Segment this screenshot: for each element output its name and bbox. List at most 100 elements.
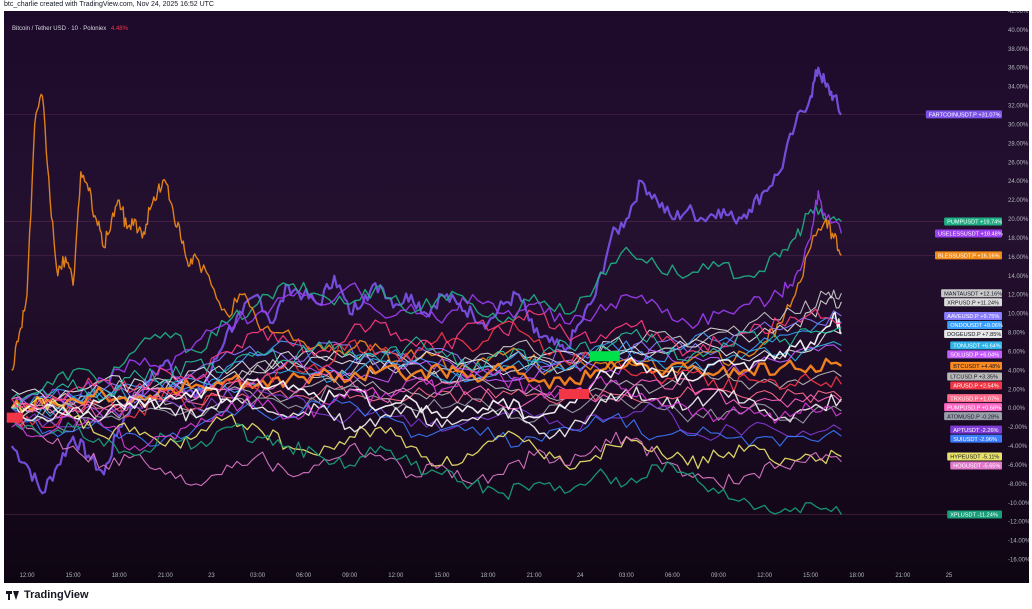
svg-text:XPLUSDT -11.24%: XPLUSDT -11.24%	[950, 513, 998, 519]
svg-text:FARTCOINUSDT.P +31.07%: FARTCOINUSDT.P +31.07%	[929, 113, 1001, 119]
y-tick-label: 24.00%	[1008, 179, 1029, 185]
y-tick-label: 18.00%	[1008, 236, 1029, 242]
y-tick-label: 20.00%	[1008, 217, 1029, 223]
series-label-suiusdt: SUIUSDT -2.96%	[950, 434, 1002, 443]
series-line-blessusdt-p	[11, 93, 842, 376]
y-tick-label: 32.00%	[1008, 104, 1029, 110]
series-label-blessusdt-p: BLESSUSDT.P +16.16%	[935, 251, 1002, 260]
y-tick-label: -2.00%	[1008, 425, 1028, 431]
y-tick-label: -4.00%	[1008, 444, 1028, 450]
svg-text:PUMPUSD.P +0.68%: PUMPUSD.P +0.68%	[947, 405, 1001, 411]
svg-text:DOGEUSD.P +7.85%: DOGEUSD.P +7.85%	[947, 332, 1001, 338]
series-line-magenta	[11, 368, 842, 452]
series-line-pumpusd-p	[11, 369, 842, 419]
series-line-pumpusdt	[11, 205, 842, 403]
series-label-xplusdt: XPLUSDT -11.24%	[947, 510, 1002, 519]
svg-text:APTUSDT -2.26%: APTUSDT -2.26%	[953, 428, 998, 434]
brand-name: TradingView	[24, 589, 89, 601]
x-tick-label: 24	[577, 573, 584, 579]
x-tick-label: 06:00	[296, 573, 312, 579]
series-label-btcusdt: BTCUSDT +4.48%	[950, 361, 1002, 370]
svg-text:ATOMUSD.P -0.28%: ATOMUSD.P -0.28%	[947, 414, 999, 420]
x-tick-label: 23	[208, 573, 215, 579]
x-tick-label: 03:00	[619, 573, 635, 579]
x-tick-label: 12:00	[757, 573, 773, 579]
svg-text:SOLUSD.P +6.04%: SOLUSD.P +6.04%	[950, 353, 999, 359]
y-tick-label: -10.00%	[1008, 501, 1029, 507]
svg-text:LTCUSD.P +3.35%: LTCUSD.P +3.35%	[950, 375, 998, 381]
series-line-white2	[11, 386, 842, 440]
svg-text:XRPUSD.P +11.24%: XRPUSD.P +11.24%	[947, 300, 999, 306]
symbol-title: Bitcoin / Tether USD · 10 · Poloniex 4.4…	[12, 26, 128, 32]
x-tick-label: 18:00	[849, 573, 865, 579]
chart-frame[interactable]: 42.00% 40.00% 38.00% 36.00% 34.00% 32.00% 30.0…	[4, 11, 1029, 583]
x-tick-label: 21:00	[527, 573, 543, 579]
y-tick-label: -12.00%	[1008, 520, 1029, 526]
y-tick-label: -16.00%	[1008, 558, 1029, 564]
svg-text:TRXUSD.P +1.07%: TRXUSD.P +1.07%	[950, 396, 999, 402]
x-tick-label: 12:00	[20, 573, 36, 579]
series-label-fartcoinusdt-p: FARTCOINUSDT.P +31.07%	[925, 110, 1002, 119]
y-tick-label: -14.00%	[1008, 539, 1029, 545]
series-label-xrpusd-p: XRPUSD.P +11.24%	[944, 298, 1002, 306]
chart-plot[interactable]: 42.00% 40.00% 38.00% 36.00% 34.00% 32.00% 30.0…	[4, 11, 1029, 583]
y-tick-label: -6.00%	[1008, 463, 1028, 469]
y-tick-label: 22.00%	[1008, 198, 1029, 204]
svg-text:HYPEUSDT -5.11%: HYPEUSDT -5.11%	[950, 455, 999, 461]
series-label-tonusdt: TONUSDT +6.64%	[950, 341, 1002, 350]
x-tick-label: 21:00	[895, 573, 911, 579]
signal-marker-down-1	[559, 389, 590, 400]
tradingview-logo-icon	[6, 590, 20, 600]
y-tick-label: 40.00%	[1008, 28, 1029, 34]
series-label-trxusd-p: TRXUSD.P +1.07%	[947, 394, 1002, 402]
brand-footer: TradingView	[6, 589, 89, 601]
symbol-change: 4.48%	[110, 26, 128, 32]
series-label-hypeusdt: HYPEUSDT -5.11%	[947, 452, 1002, 461]
svg-text:HOGUSDT -5.65%: HOGUSDT -5.65%	[953, 464, 1000, 470]
y-tick-label: 28.00%	[1008, 141, 1029, 147]
svg-text:TONUSDT +6.64%: TONUSDT +6.64%	[953, 344, 1001, 350]
x-tick-label: 03:00	[250, 573, 266, 579]
author-line: btc_charlie created with TradingView.com…	[4, 1, 214, 8]
series-label-arusd-p: ARUSD.P +2.54%	[950, 381, 1002, 390]
svg-text:BTCUSDT +4.48%: BTCUSDT +4.48%	[953, 364, 1000, 370]
y-tick-label: 26.00%	[1008, 160, 1029, 166]
signal-marker-down-0	[6, 412, 23, 423]
x-tick-label: 15:00	[803, 573, 819, 579]
y-tick-label: 38.00%	[1008, 47, 1029, 53]
y-tick-label: 42.00%	[1008, 11, 1029, 15]
y-tick-label: 36.00%	[1008, 66, 1029, 72]
y-tick-label: 10.00%	[1008, 312, 1029, 318]
series-line-teal2	[11, 327, 842, 409]
series-label-dogeusd-p: DOGEUSD.P +7.85%	[944, 330, 1002, 338]
svg-text:BLESSUSDT.P +16.16%: BLESSUSDT.P +16.16%	[938, 254, 1000, 260]
y-tick-label: 6.00%	[1008, 349, 1026, 355]
signal-marker-up-2	[589, 351, 620, 362]
series-label-atomusd-p: ATOMUSD.P -0.28%	[944, 412, 1002, 420]
y-tick-label: -8.00%	[1008, 482, 1028, 488]
series-line-atomusd-p	[11, 385, 842, 433]
svg-text:MANTAUSDT +12.16%: MANTAUSDT +12.16%	[944, 291, 1002, 297]
x-tick-label: 15:00	[434, 573, 450, 579]
series-label-solusd-p: SOLUSD.P +6.04%	[947, 350, 1002, 359]
series-label-pumpusd-p: PUMPUSD.P +0.68%	[944, 403, 1002, 411]
y-tick-label: 16.00%	[1008, 255, 1029, 261]
series-label-uselessusdt: USELESSUSDT +18.48%	[935, 229, 1003, 238]
svg-text:PUMPUSDT +19.74%: PUMPUSDT +19.74%	[947, 220, 1002, 226]
series-line-hogusdt	[11, 413, 842, 490]
series-line-white1	[11, 311, 842, 420]
svg-text:SUIUSDT -2.96%: SUIUSDT -2.96%	[953, 437, 997, 443]
series-line-hypeusdt	[11, 397, 842, 471]
y-tick-label: 0.00%	[1008, 406, 1026, 412]
svg-text:ARUSD.P +2.54%: ARUSD.P +2.54%	[953, 384, 998, 390]
y-tick-label: 8.00%	[1008, 331, 1026, 337]
series-line-pink2	[11, 308, 842, 409]
x-tick-label: 09:00	[711, 573, 727, 579]
svg-text:AAVEUSD.P +9.75%: AAVEUSD.P +9.75%	[947, 314, 999, 320]
series-label-aaveusd-p: AAVEUSD.P +9.75%	[944, 312, 1002, 320]
y-tick-label: 30.00%	[1008, 122, 1029, 128]
series-label-ltcusd-p: LTCUSD.P +3.35%	[947, 372, 1002, 381]
x-tick-label: 21:00	[158, 573, 174, 579]
series-label-hogusdt: HOGUSDT -5.65%	[950, 461, 1002, 470]
symbol-name: Bitcoin / Tether USD · 10 · Poloniex	[12, 26, 107, 32]
